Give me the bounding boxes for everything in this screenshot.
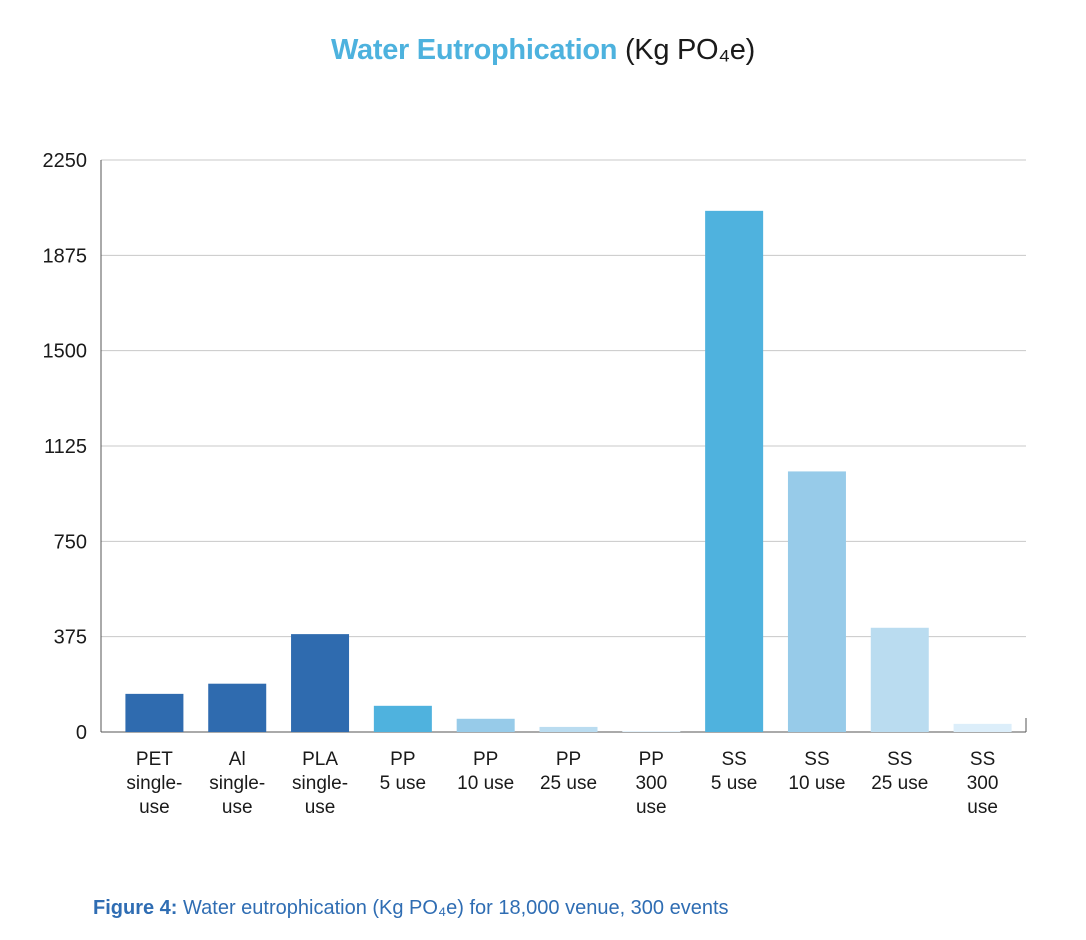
figure-caption-text: Water eutrophication (Kg PO₄e) for 18,00… [183,897,729,919]
bar [705,210,764,732]
bar [539,726,598,732]
chart-title-units: (Kg PO₄e) [624,34,755,66]
bar [291,634,350,732]
x-tick-label: SS 300 use [967,749,999,818]
x-tick-label: PP 5 use [380,749,426,794]
bar [622,731,681,732]
x-tick-label: PP 25 use [540,749,597,794]
y-tick-label: 750 [54,531,87,553]
figure-caption: Figure 4: Water eutrophication (Kg PO₄e)… [93,897,729,920]
x-tick-label: SS 25 use [871,749,928,794]
y-tick-label: 2250 [43,150,88,172]
x-tick-label: PET single-use [126,749,182,818]
bar [125,693,184,732]
bar [870,627,929,732]
chart-title: Water Eutrophication (Kg PO₄e) [0,34,1086,67]
x-tick-label: SS 5 use [711,749,757,794]
bar [787,471,846,732]
x-tick-label: PP 300 use [635,749,667,818]
y-tick-label: 1500 [43,341,88,363]
x-tick-label: PLA single-use [292,749,348,818]
x-tick-label: Al single-use [209,749,265,818]
y-tick-label: 1125 [44,436,87,458]
chart-title-highlight: Water Eutrophication [331,34,618,66]
y-tick-label: 1875 [43,245,88,267]
y-tick-label: 0 [76,722,87,744]
bar [456,718,515,732]
bar [953,723,1012,732]
x-tick-label: PP 10 use [457,749,514,794]
bar-chart: 0 375 750 1125 1500 1875 2250 PET single-use Al si… [43,150,1027,818]
y-tick-label: 375 [54,627,87,649]
bar [373,705,432,732]
bar [208,683,267,732]
x-tick-label: SS 10 use [788,749,845,794]
figure-caption-label: Figure 4: [93,897,178,919]
